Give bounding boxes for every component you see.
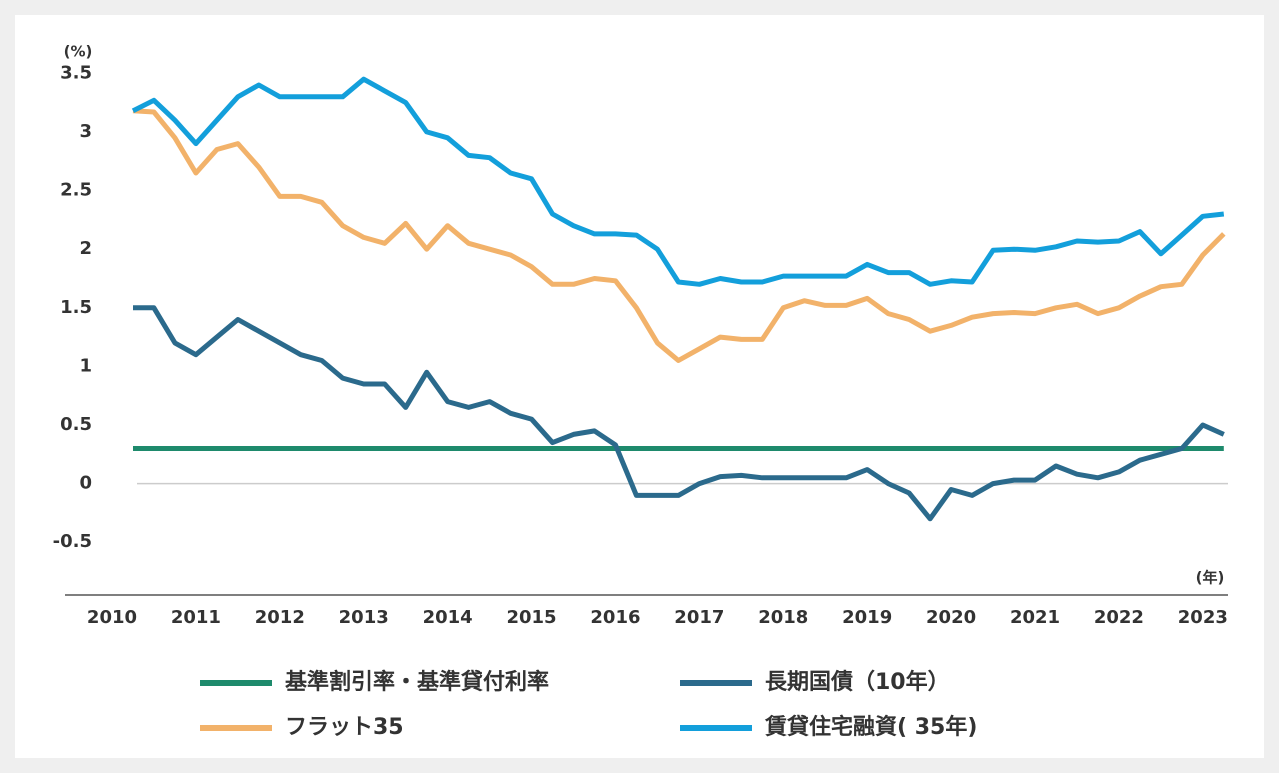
x-tick-label: 2014 bbox=[423, 607, 473, 628]
x-tick-label: 2018 bbox=[758, 607, 808, 628]
x-tick-label: 2013 bbox=[339, 607, 389, 628]
x-tick-label: 2023 bbox=[1178, 607, 1228, 628]
y-tick-label: 0 bbox=[79, 473, 92, 494]
y-tick-label: 3.5 bbox=[60, 62, 92, 83]
x-tick-label: 2012 bbox=[255, 607, 305, 628]
x-tick-label: 2022 bbox=[1094, 607, 1144, 628]
y-axis-label: (%) bbox=[64, 43, 93, 61]
x-tick-label: 2020 bbox=[926, 607, 976, 628]
y-tick-label: 0.5 bbox=[60, 414, 92, 435]
chart-panel bbox=[15, 15, 1264, 758]
y-tick-label: -0.5 bbox=[53, 531, 92, 552]
x-axis-label: (年) bbox=[1196, 569, 1225, 587]
x-tick-label: 2010 bbox=[87, 607, 137, 628]
x-tick-label: 2019 bbox=[842, 607, 892, 628]
y-tick-label: 3 bbox=[79, 121, 92, 142]
x-tick-label: 2021 bbox=[1010, 607, 1060, 628]
x-tick-label: 2011 bbox=[171, 607, 221, 628]
legend-label: フラット35 bbox=[285, 715, 404, 740]
legend-label: 賃貸住宅融資( 35年) bbox=[764, 714, 977, 740]
legend-label: 基準割引率・基準貸付利率 bbox=[285, 669, 549, 695]
series-line bbox=[132, 108, 1226, 363]
series-line bbox=[131, 76, 1225, 287]
x-tick-label: 2017 bbox=[674, 607, 724, 628]
legend-label: 長期国債（10年） bbox=[765, 669, 950, 695]
y-tick-label: 1.5 bbox=[60, 297, 92, 318]
y-tick-label: 2 bbox=[79, 238, 92, 259]
y-tick-label: 1 bbox=[79, 355, 92, 376]
x-tick-label: 2016 bbox=[590, 607, 640, 628]
x-tick-label: 2015 bbox=[506, 607, 556, 628]
y-tick-label: 2.5 bbox=[60, 180, 92, 201]
series-line bbox=[133, 305, 1225, 522]
